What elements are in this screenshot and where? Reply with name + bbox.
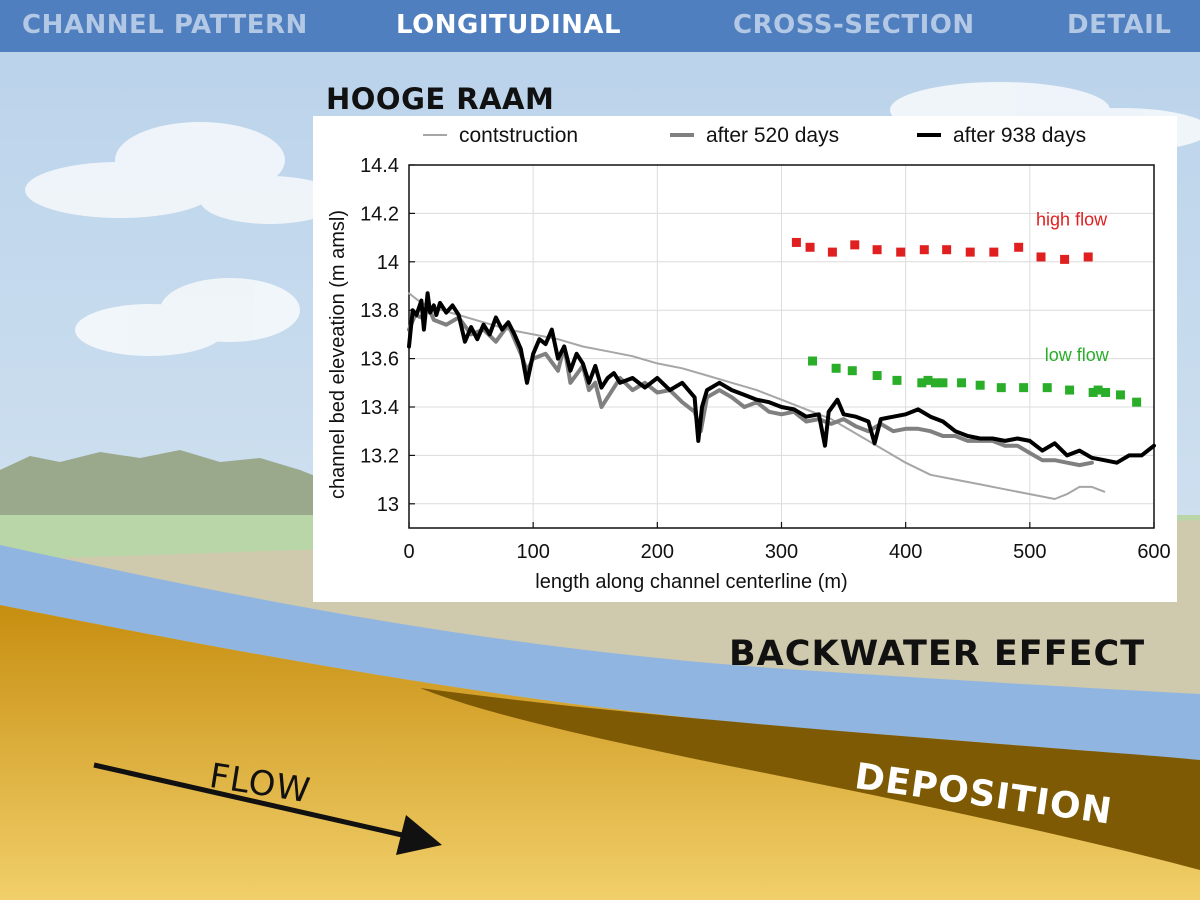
data-point-0 — [1036, 252, 1046, 262]
y-axis-title: channel bed eleveation (m amsl) — [327, 210, 349, 499]
series-line-2 — [407, 291, 1156, 465]
data-point-1 — [930, 378, 940, 388]
data-point-0 — [965, 247, 975, 257]
sediment-bed — [0, 605, 1200, 900]
data-point-0 — [872, 245, 882, 255]
data-point-1 — [1093, 385, 1103, 395]
data-point-1 — [1088, 387, 1098, 397]
data-point-0 — [919, 245, 929, 255]
y-tick-label: 13.2 — [360, 445, 399, 467]
tab-detail[interactable]: DETAIL — [1067, 10, 1172, 40]
data-point-1 — [975, 380, 985, 390]
tree-line — [0, 450, 320, 530]
data-point-1 — [996, 383, 1006, 393]
x-tick-label: 100 — [516, 541, 549, 563]
data-point-0 — [827, 247, 837, 257]
data-point-0 — [1083, 252, 1093, 262]
data-point-0 — [1014, 242, 1024, 252]
x-tick-label: 400 — [889, 541, 922, 563]
data-point-1 — [957, 378, 967, 388]
deposition-wedge — [420, 688, 1200, 870]
data-point-1 — [847, 366, 857, 376]
data-point-1 — [1101, 387, 1111, 397]
data-point-0 — [942, 245, 952, 255]
data-point-1 — [1019, 383, 1029, 393]
legend-label: contstruction — [459, 124, 578, 147]
data-point-1 — [1065, 385, 1075, 395]
x-axis-title: length along channel centerline (m) — [535, 571, 847, 593]
chart-panel: 0 100 200 300 400 500 600 13 13.2 13.4 13.6 13.8 14 1… — [313, 116, 1177, 602]
y-tick-label: 14.4 — [360, 155, 399, 177]
data-point-0 — [791, 237, 801, 247]
y-tick-label: 14.2 — [360, 203, 399, 225]
y-tick-label: 14 — [377, 252, 399, 274]
elevation-chart: 0 100 200 300 400 500 600 13 13.2 13.4 13.6 13.8 14 1… — [327, 124, 1171, 593]
x-tick-label: 600 — [1137, 541, 1170, 563]
y-tick-label: 13.4 — [360, 397, 399, 419]
data-point-1 — [892, 375, 902, 385]
slide-title: HOOGE RAAM — [326, 82, 555, 116]
data-point-1 — [923, 375, 933, 385]
data-point-0 — [850, 240, 860, 250]
backwater-effect-label: BACKWATER EFFECT — [729, 634, 1146, 674]
data-point-0 — [805, 242, 815, 252]
legend-label: after 520 days — [706, 124, 839, 147]
data-point-0 — [1060, 254, 1070, 264]
tab-longitudinal[interactable]: LONGITUDINAL — [396, 10, 622, 40]
x-tick-label: 300 — [765, 541, 798, 563]
tab-cross-section[interactable]: CROSS-SECTION — [733, 10, 975, 40]
annotation-label: low flow — [1045, 345, 1110, 365]
data-point-1 — [1042, 383, 1052, 393]
data-point-1 — [808, 356, 818, 366]
data-point-1 — [831, 363, 841, 373]
x-tick-label: 200 — [641, 541, 674, 563]
data-point-0 — [896, 247, 906, 257]
data-point-1 — [872, 371, 882, 381]
flow-arrow — [93, 762, 442, 855]
data-point-1 — [917, 378, 927, 388]
y-tick-label: 13.6 — [360, 349, 399, 371]
tab-channel-pattern[interactable]: CHANNEL PATTERN — [22, 10, 308, 40]
y-tick-label: 13.8 — [360, 300, 399, 322]
x-tick-label: 500 — [1013, 541, 1046, 563]
data-point-1 — [1132, 397, 1142, 407]
legend-label: after 938 days — [953, 124, 1086, 147]
data-point-1 — [1115, 390, 1125, 400]
annotation-label: high flow — [1036, 210, 1108, 230]
data-point-1 — [938, 378, 948, 388]
top-navigation-bar: CHANNEL PATTERN LONGITUDINAL CROSS-SECTI… — [0, 0, 1200, 52]
data-point-0 — [989, 247, 999, 257]
y-tick-label: 13 — [377, 494, 399, 516]
x-tick-label: 0 — [403, 541, 414, 563]
water-body — [0, 545, 1200, 760]
